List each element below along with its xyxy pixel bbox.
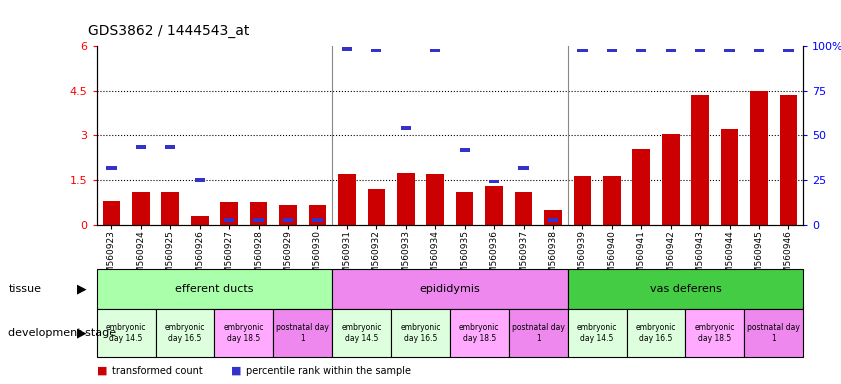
Text: embryonic
day 14.5: embryonic day 14.5 xyxy=(577,323,617,343)
Bar xyxy=(103,201,120,225)
Text: embryonic
day 14.5: embryonic day 14.5 xyxy=(341,323,382,343)
Bar xyxy=(220,202,238,225)
Text: embryonic
day 16.5: embryonic day 16.5 xyxy=(400,323,441,343)
Text: tissue: tissue xyxy=(8,284,41,294)
Bar xyxy=(577,49,588,53)
Bar xyxy=(515,192,532,225)
Bar xyxy=(253,218,264,222)
Bar xyxy=(606,49,617,53)
Bar xyxy=(518,166,529,170)
Bar xyxy=(273,309,332,357)
Bar xyxy=(161,192,179,225)
Bar xyxy=(691,95,709,225)
Bar xyxy=(400,126,411,130)
Bar xyxy=(430,49,441,53)
Bar xyxy=(685,309,744,357)
Text: ▶: ▶ xyxy=(77,283,87,295)
Bar xyxy=(250,202,267,225)
Bar xyxy=(165,145,176,149)
Text: embryonic
day 18.5: embryonic day 18.5 xyxy=(695,323,735,343)
Bar xyxy=(603,175,621,225)
Text: ■: ■ xyxy=(231,366,241,376)
Text: GDS3862 / 1444543_at: GDS3862 / 1444543_at xyxy=(88,25,250,38)
Bar xyxy=(509,309,568,357)
Text: postnatal day
1: postnatal day 1 xyxy=(512,323,564,343)
Text: efferent ducts: efferent ducts xyxy=(175,284,254,294)
Text: epididymis: epididymis xyxy=(420,284,480,294)
Bar xyxy=(426,174,444,225)
Bar xyxy=(662,134,680,225)
Bar xyxy=(106,166,117,170)
Bar xyxy=(783,49,794,53)
Bar xyxy=(332,309,391,357)
Bar xyxy=(459,148,470,152)
Bar xyxy=(636,49,647,53)
Bar xyxy=(156,309,214,357)
Bar xyxy=(214,309,273,357)
Bar xyxy=(391,309,450,357)
Text: embryonic
day 14.5: embryonic day 14.5 xyxy=(106,323,146,343)
Bar xyxy=(194,178,205,182)
Bar xyxy=(721,129,738,225)
Bar xyxy=(568,269,803,309)
Bar xyxy=(279,205,297,225)
Bar xyxy=(97,309,156,357)
Bar xyxy=(724,49,735,53)
Text: embryonic
day 16.5: embryonic day 16.5 xyxy=(165,323,205,343)
Bar xyxy=(544,210,562,225)
Bar xyxy=(627,309,685,357)
Bar xyxy=(450,309,509,357)
Bar xyxy=(371,49,382,53)
Bar xyxy=(191,216,209,225)
Bar xyxy=(780,95,797,225)
Bar xyxy=(750,91,768,225)
Bar xyxy=(135,145,146,149)
Bar xyxy=(456,192,473,225)
Bar xyxy=(132,192,150,225)
Bar xyxy=(224,218,235,222)
Bar xyxy=(754,49,764,53)
Bar xyxy=(489,180,500,184)
Bar xyxy=(485,186,503,225)
Bar xyxy=(338,174,356,225)
Text: embryonic
day 16.5: embryonic day 16.5 xyxy=(636,323,676,343)
Text: ▶: ▶ xyxy=(77,327,87,339)
Bar xyxy=(665,49,676,53)
Text: vas deferens: vas deferens xyxy=(649,284,722,294)
Bar xyxy=(695,49,706,53)
Bar xyxy=(547,218,558,222)
Text: postnatal day
1: postnatal day 1 xyxy=(277,323,329,343)
Bar xyxy=(568,309,627,357)
Text: postnatal day
1: postnatal day 1 xyxy=(748,323,800,343)
Bar xyxy=(574,175,591,225)
Bar xyxy=(341,47,352,51)
Text: development stage: development stage xyxy=(8,328,117,338)
Bar xyxy=(744,309,803,357)
Bar xyxy=(368,189,385,225)
Bar xyxy=(332,269,568,309)
Bar xyxy=(632,149,650,225)
Text: embryonic
day 18.5: embryonic day 18.5 xyxy=(224,323,264,343)
Text: transformed count: transformed count xyxy=(112,366,203,376)
Bar xyxy=(97,269,332,309)
Text: embryonic
day 18.5: embryonic day 18.5 xyxy=(459,323,500,343)
Text: ■: ■ xyxy=(97,366,107,376)
Bar xyxy=(397,172,415,225)
Text: percentile rank within the sample: percentile rank within the sample xyxy=(246,366,411,376)
Bar xyxy=(312,218,323,222)
Bar xyxy=(283,218,294,222)
Bar xyxy=(309,205,326,225)
